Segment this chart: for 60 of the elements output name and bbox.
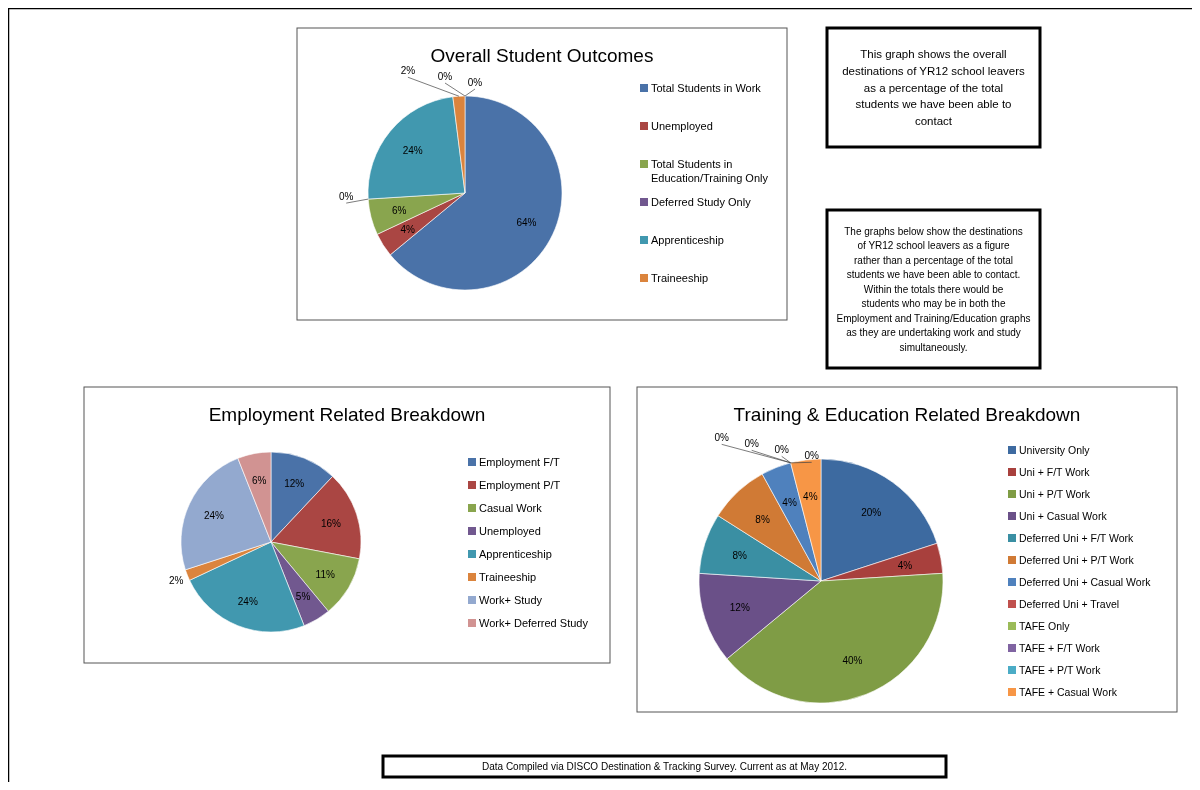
- data-label: 2%: [400, 65, 416, 77]
- legend-label: Traineeship: [479, 571, 537, 583]
- data-label: 6%: [392, 204, 407, 216]
- legend-label: Uni + Casual Work: [1019, 510, 1108, 522]
- legend-label: Deferred Uni + F/T Work: [1019, 532, 1135, 544]
- legend-label: TAFE + P/T Work: [1019, 664, 1102, 676]
- text: 0%: [714, 432, 729, 444]
- legend-label: Work+ Deferred Study: [479, 617, 589, 629]
- text: 0%: [804, 450, 819, 462]
- legend-label: Unemployed: [651, 120, 713, 132]
- legend-label: Unemployed: [479, 525, 541, 537]
- legend-label: Deferred Uni + P/T Work: [1019, 554, 1135, 566]
- text: Data Compiled via DISCO Destination & Tracking Survey. Current as at May 2012.: [482, 761, 847, 772]
- legend-label: Total Students in Work: [651, 82, 762, 94]
- data-label: 4%: [400, 224, 416, 236]
- legend-label: Deferred Study Only: [651, 196, 752, 208]
- data-label: 11%: [315, 569, 335, 581]
- legend-label: Total Students in Education/Training Only: [651, 158, 769, 184]
- legend-label: Traineeship: [651, 272, 709, 284]
- legend-label: Apprenticeship: [479, 548, 552, 560]
- data-label: 24%: [237, 595, 258, 607]
- text: This graph shows the overall destinations of YR12 school leavers as a percentage of the total students we have been able to contact: [842, 48, 1026, 127]
- data-label: 64%: [516, 216, 537, 228]
- data-label: 40%: [842, 655, 863, 667]
- legend-label: Employment F/T: [479, 456, 560, 468]
- data-label: 16%: [320, 517, 342, 529]
- legend-label: Deferred Uni + Travel: [1019, 598, 1120, 610]
- data-label: 4%: [782, 496, 797, 508]
- legend-label: Casual Work: [479, 502, 543, 514]
- data-label: 12%: [284, 478, 305, 490]
- data-label: 24%: [203, 510, 225, 522]
- legend-label: TAFE Only: [1019, 620, 1071, 632]
- legend-label: TAFE + Casual Work: [1019, 686, 1118, 698]
- legend-label: University Only: [1019, 444, 1091, 456]
- legend-label: Employment P/T: [479, 479, 561, 491]
- data-label: 8%: [732, 549, 748, 561]
- chart-title: Overall Student Outcomes: [430, 45, 654, 66]
- chart-title: Employment Related Breakdown: [208, 404, 486, 425]
- data-label: 4%: [803, 491, 818, 503]
- text: 0%: [744, 438, 759, 450]
- legend-label: Uni + F/T Work: [1019, 466, 1091, 478]
- legend-label: Work+ Study: [479, 594, 543, 606]
- data-label: 20%: [861, 506, 882, 518]
- data-label: 5%: [295, 591, 311, 603]
- text: 0%: [774, 444, 789, 456]
- legend-label: Apprenticeship: [651, 234, 724, 246]
- legend-label: TAFE + F/T Work: [1019, 642, 1101, 654]
- text: Training & Education Related Breakdown: [733, 404, 1081, 425]
- data-label: 6%: [251, 475, 267, 487]
- text: 0%: [467, 77, 483, 88]
- text: The graphs below show the destinations of YR12 school leavers as a figure rather than a percentage of the total students we have been able to contact. Within the totals there would be students who may be in both the Employment and Training/Education graphs as they are undertaking work and study simultaneously.: [836, 225, 1031, 353]
- text: 0%: [437, 71, 453, 82]
- legend-label: Deferred Uni + Casual Work: [1019, 576, 1152, 588]
- data-label: 4%: [897, 560, 913, 571]
- text: 0%: [339, 191, 354, 203]
- data-label: 12%: [729, 602, 750, 614]
- data-label: 2%: [168, 574, 184, 586]
- data-label: 24%: [402, 144, 423, 156]
- legend-label: Uni + P/T Work: [1019, 488, 1091, 500]
- data-label: 8%: [755, 513, 770, 525]
